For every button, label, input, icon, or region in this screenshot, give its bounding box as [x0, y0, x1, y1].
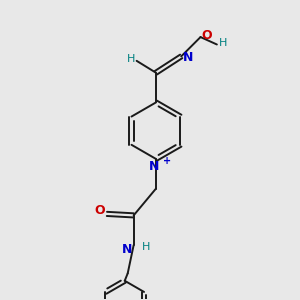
Text: N: N	[122, 243, 132, 256]
Text: N: N	[183, 51, 193, 64]
Text: H: H	[142, 242, 150, 252]
Text: O: O	[202, 29, 212, 42]
Text: H: H	[219, 38, 227, 48]
Text: +: +	[163, 156, 171, 166]
Text: H: H	[127, 54, 136, 64]
Text: O: O	[94, 204, 105, 217]
Text: N: N	[149, 160, 160, 173]
